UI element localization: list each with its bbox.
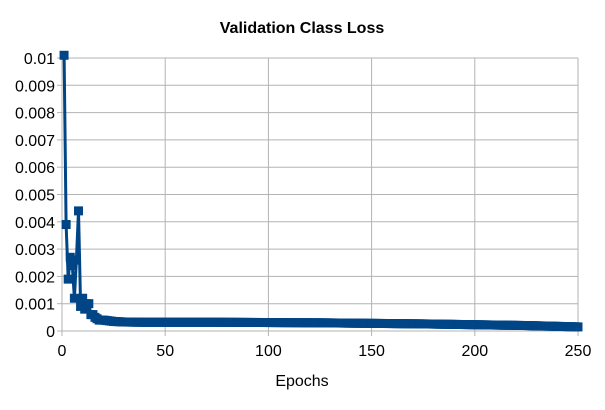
gridlines — [57, 57, 579, 336]
x-tick-label: 200 — [461, 343, 488, 360]
data-point — [65, 252, 75, 262]
y-tick-label: 0.003 — [15, 242, 55, 259]
chart-title: Validation Class Loss — [220, 20, 385, 37]
y-tick-label: 0.01 — [24, 51, 55, 68]
y-tick-label: 0.001 — [15, 297, 55, 314]
y-tick-label: 0.006 — [15, 160, 55, 177]
x-axis-ticks: 0 50 100 150 200 250 — [58, 343, 592, 360]
data-point — [63, 274, 73, 284]
x-axis-label: Epochs — [275, 373, 328, 390]
data-point — [61, 220, 71, 230]
x-tick-label: 50 — [156, 343, 174, 360]
y-tick-label: 0.005 — [15, 188, 55, 205]
plot-area — [59, 50, 583, 332]
data-point — [84, 299, 94, 309]
series-line — [62, 55, 578, 329]
y-tick-label: 0.007 — [15, 133, 55, 150]
data-point — [80, 304, 90, 314]
data-point — [59, 50, 69, 60]
y-tick-label: 0.004 — [15, 215, 55, 232]
data-point — [74, 206, 84, 216]
x-tick-label: 100 — [255, 343, 282, 360]
x-tick-label: 0 — [58, 343, 67, 360]
data-point — [69, 293, 79, 303]
data-point — [78, 293, 88, 303]
y-tick-label: 0 — [46, 324, 55, 341]
y-tick-label: 0.009 — [15, 78, 55, 95]
data-point — [67, 260, 77, 270]
x-tick-label: 150 — [358, 343, 385, 360]
data-point — [573, 322, 583, 332]
x-tick-label: 250 — [565, 343, 592, 360]
data-point — [71, 255, 81, 265]
y-tick-label: 0.002 — [15, 269, 55, 286]
y-tick-label: 0.008 — [15, 106, 55, 123]
y-axis-ticks: 0 0.001 0.002 0.003 0.004 0.005 0.006 0.007 0.00… — [15, 51, 55, 341]
